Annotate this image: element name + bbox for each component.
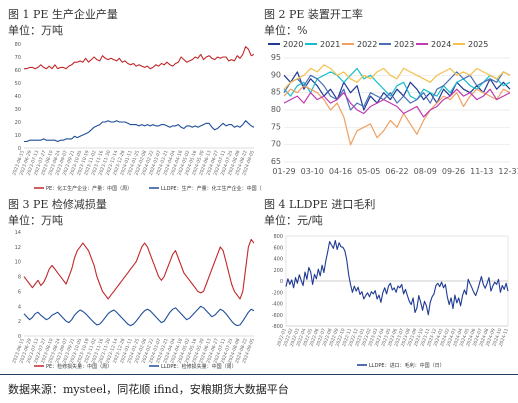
series-line (285, 239, 509, 316)
y-tick-label: 90 (271, 70, 281, 79)
x-tick-label: 05-05 (357, 167, 380, 176)
y-tick-label: 80 (15, 42, 21, 48)
legend-label: PE：化工生产企业：产量：中国（周） (46, 185, 132, 192)
series-line (283, 71, 511, 111)
chart-panel-1: 图 1 PE 生产企业产量 单位：万吨 0 10 20 30 40 50 60 70 80 202… (8, 6, 262, 196)
legend-label: LLDPE：生产：产量：化工生产企业：中国（周） (161, 185, 262, 192)
chart-unit: 单位：% (264, 24, 308, 37)
y-tick-label: -800 (272, 324, 283, 330)
legend-label: 2021 (320, 40, 340, 49)
legend-label: LLDPE：进口：毛利：中国（日） (369, 362, 445, 369)
x-tick-label: 11-13 (470, 167, 493, 176)
y-tick-label: 14 (15, 230, 21, 236)
y-tick-label: 70 (271, 140, 281, 149)
series-line (24, 120, 255, 143)
legend-label: LLDPE：检修损失量：中国（周） (161, 363, 237, 370)
chart-panel-2: 图 2 PE 装置开工率 单位：% 65 70 75 80 85 90 95 01-29 03-… (264, 6, 518, 196)
x-tick-label: 03-10 (301, 167, 324, 176)
chart-4-svg: -800-600-400-20002004006008002022-012022… (272, 234, 510, 369)
y-tick-label: 0 (18, 146, 21, 152)
y-tick-label: 20 (15, 120, 21, 126)
series-line (283, 64, 511, 90)
x-tick-label: 06-22 (385, 167, 408, 176)
y-tick-label: 12 (15, 245, 21, 251)
legend-label: 2024 (431, 40, 451, 49)
x-tick-label: 08-09 (414, 167, 437, 176)
series-line (283, 71, 511, 111)
chart-unit: 单位：元/吨 (264, 214, 323, 227)
series-line (283, 67, 511, 101)
series-line (24, 46, 255, 70)
x-tick-label: 12-31 (498, 167, 518, 176)
plot-frame (285, 235, 509, 327)
chart-unit: 单位：万吨 (8, 214, 63, 227)
chart-panel-3: 图 3 PE 检修减损量 单位：万吨 0 2 4 6 8 10 12 14 2023-06-15… (8, 196, 262, 372)
y-tick-label: 60 (15, 68, 21, 74)
legend-label: 2020 (283, 40, 303, 49)
chart-unit: 单位：万吨 (8, 24, 63, 37)
data-source-text: 数据来源：mysteel，同花顺 ifind，安粮期货大数据平台 (8, 383, 289, 396)
x-tick-label: 01-29 (272, 167, 295, 176)
chart-title: 图 4 LLDPE 进口毛利 (264, 198, 376, 211)
chart-title: 图 1 PE 生产企业产量 (8, 8, 118, 21)
legend-label: PE：检修损失量：中国（周） (46, 363, 112, 370)
chart-3-svg: 024681012142023-06-152023-06-292023-07-1… (11, 230, 256, 370)
y-tick-label: 4 (18, 304, 21, 310)
x-tick-label: 09-26 (442, 167, 465, 176)
y-tick-label: 200 (273, 268, 283, 274)
legend-label: 2023 (394, 40, 414, 49)
y-tick-label: -200 (272, 290, 283, 296)
y-tick-label: -600 (272, 313, 283, 319)
y-tick-label: 75 (271, 122, 281, 131)
y-tick-label: 70 (15, 55, 21, 61)
y-tick-label: 65 (271, 157, 281, 166)
chart-title: 图 3 PE 检修减损量 (8, 198, 107, 211)
chart-panel-4: 图 4 LLDPE 进口毛利 单位：元/吨 -800 -600 -400 -200 0 2… (264, 196, 518, 372)
chart-2-svg: 65 70 75 80 85 90 95 01-29 03-10 04-16 05-05 06-22 0… (268, 40, 518, 176)
y-tick-label: 95 (271, 53, 281, 62)
chart-title: 图 2 PE 装置开工率 (264, 8, 363, 21)
legend-label: 2022 (357, 40, 377, 49)
y-tick-label: 40 (15, 94, 21, 100)
y-tick-label: 8 (18, 275, 21, 281)
y-tick-label: 50 (15, 81, 21, 87)
y-tick-label: 400 (273, 257, 283, 263)
y-tick-label: 10 (15, 260, 21, 266)
y-tick-label: 600 (273, 245, 283, 251)
y-tick-label: 6 (18, 289, 21, 295)
y-tick-label: 85 (271, 88, 281, 97)
series-line (283, 85, 511, 146)
y-tick-label: 10 (15, 133, 21, 139)
series-line (23, 238, 255, 300)
x-tick-label: 04-16 (329, 167, 352, 176)
y-tick-label: 0 (280, 279, 283, 285)
series-line (283, 88, 511, 118)
y-tick-label: 30 (15, 107, 21, 113)
chart-1-svg: 010203040506070802023-06-152023-06-29202… (11, 42, 262, 192)
series-line (23, 305, 255, 327)
footer: 数据来源：mysteel，同花顺 ifind，安粮期货大数据平台 (0, 374, 518, 403)
y-tick-label: 80 (271, 105, 281, 114)
y-tick-label: 800 (273, 234, 283, 240)
y-tick-label: 2 (18, 319, 21, 325)
y-tick-label: 0 (18, 334, 21, 340)
y-tick-label: -400 (272, 302, 283, 308)
legend-label: 2025 (468, 40, 488, 49)
